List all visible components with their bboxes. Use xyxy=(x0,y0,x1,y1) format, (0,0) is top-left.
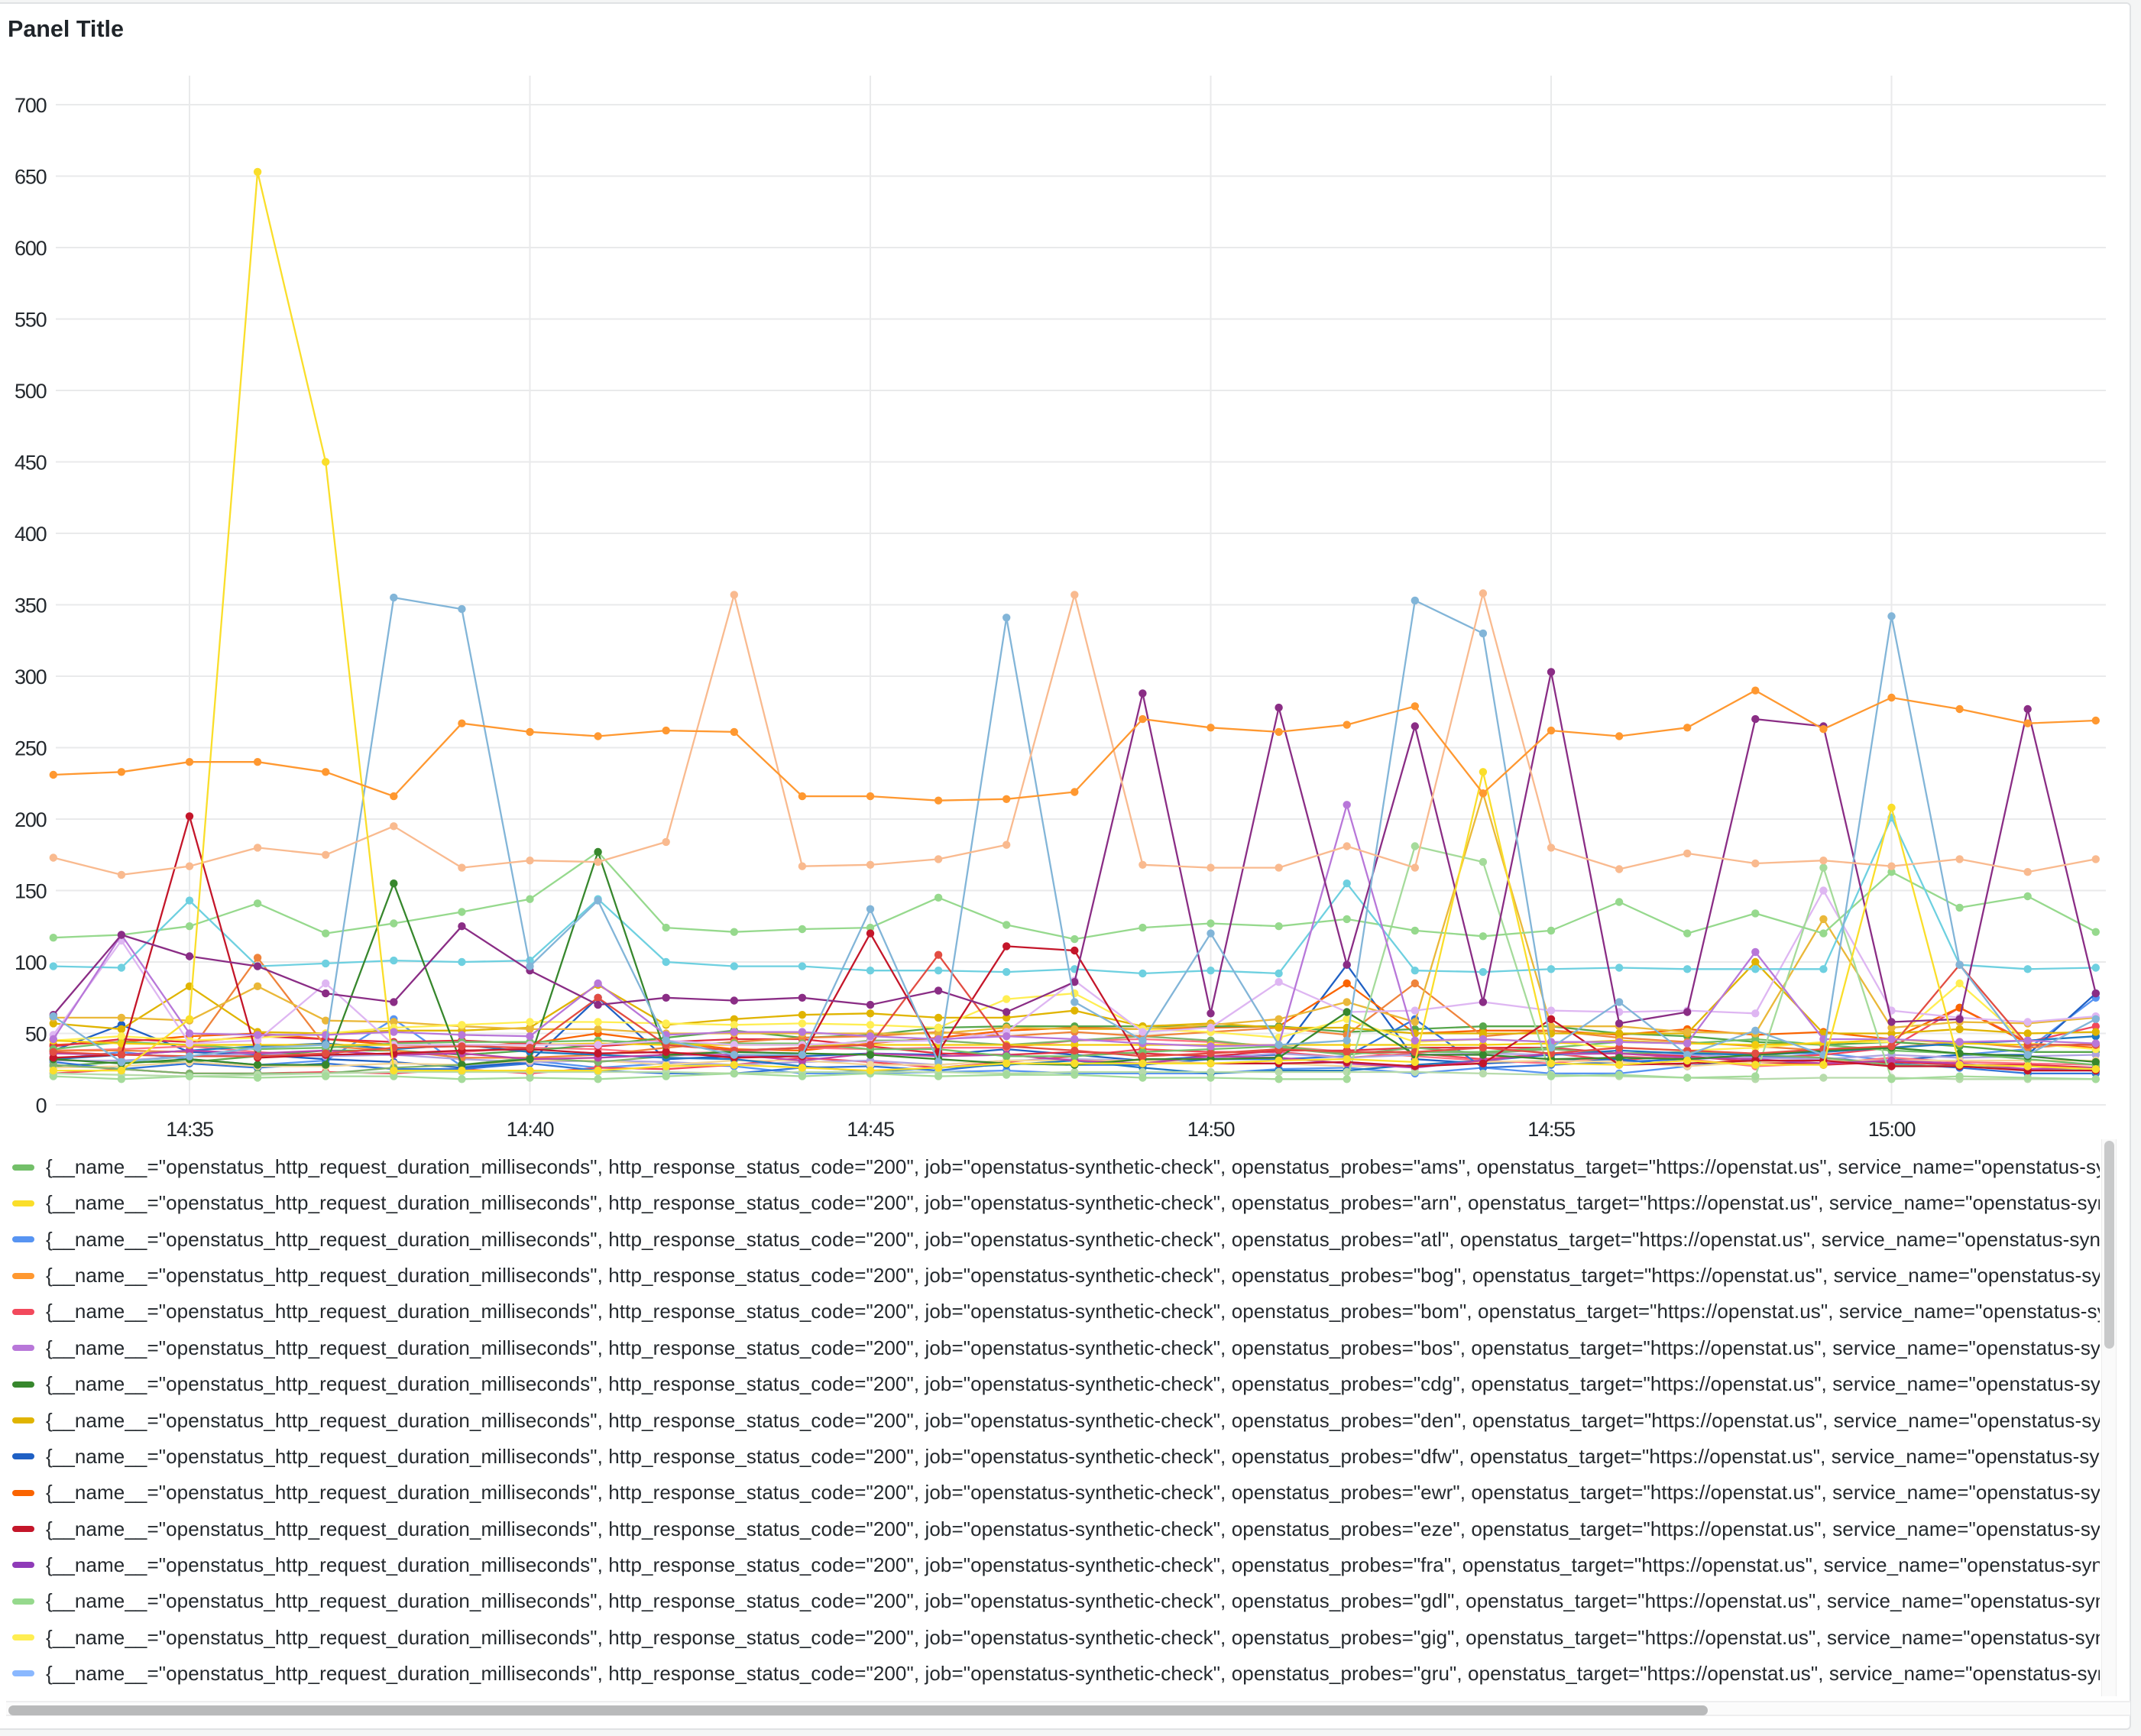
svg-text:150: 150 xyxy=(15,879,47,902)
svg-text:550: 550 xyxy=(15,308,47,331)
svg-text:300: 300 xyxy=(15,666,47,688)
svg-text:0: 0 xyxy=(36,1094,47,1117)
svg-text:450: 450 xyxy=(15,451,47,474)
svg-text:650: 650 xyxy=(15,165,47,188)
svg-text:14:55: 14:55 xyxy=(1527,1118,1575,1141)
svg-text:400: 400 xyxy=(15,523,47,546)
svg-text:250: 250 xyxy=(15,737,47,760)
svg-text:15:00: 15:00 xyxy=(1868,1118,1916,1141)
svg-text:14:50: 14:50 xyxy=(1187,1118,1235,1141)
svg-text:100: 100 xyxy=(15,951,47,974)
svg-text:700: 700 xyxy=(15,94,47,117)
svg-text:50: 50 xyxy=(25,1022,47,1045)
svg-text:500: 500 xyxy=(15,380,47,403)
svg-text:14:35: 14:35 xyxy=(166,1118,213,1141)
svg-text:14:45: 14:45 xyxy=(847,1118,894,1141)
svg-text:14:40: 14:40 xyxy=(507,1118,554,1141)
svg-text:600: 600 xyxy=(15,237,47,260)
svg-text:350: 350 xyxy=(15,594,47,617)
svg-text:200: 200 xyxy=(15,808,47,831)
